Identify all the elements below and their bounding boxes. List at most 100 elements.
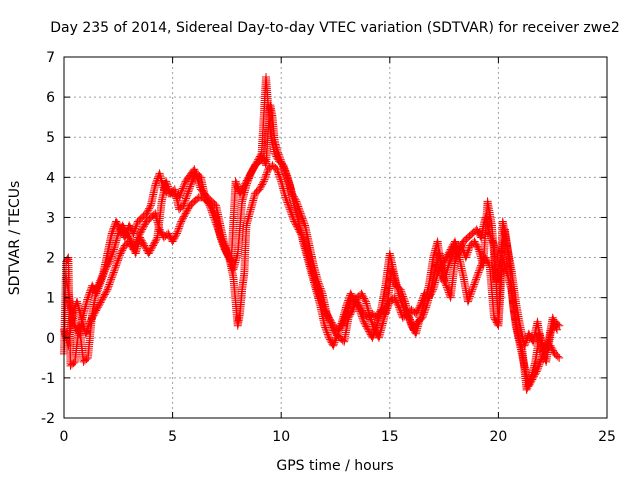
data-point <box>324 333 333 342</box>
data-point <box>406 317 415 326</box>
x-tick-label: 25 <box>598 429 616 445</box>
data-point <box>525 331 534 340</box>
data-point <box>142 209 151 218</box>
data-point <box>180 199 189 208</box>
data-point <box>468 285 477 294</box>
data-point <box>136 233 145 242</box>
data-point <box>348 307 357 316</box>
data-point <box>289 192 298 201</box>
data-point <box>317 286 326 295</box>
data-point <box>237 186 246 195</box>
data-point <box>238 184 247 193</box>
data-point <box>396 306 405 315</box>
data-point <box>535 358 544 367</box>
data-point <box>284 201 293 210</box>
data-point <box>393 300 402 309</box>
data-point <box>91 308 100 317</box>
data-point <box>315 281 324 290</box>
data-point <box>292 222 301 231</box>
data-point <box>248 165 257 174</box>
data-point <box>174 226 183 235</box>
data-point <box>150 238 159 247</box>
data-point <box>100 267 109 276</box>
data-point <box>540 345 549 354</box>
data-point <box>276 175 285 184</box>
data-point <box>151 236 160 245</box>
data-point <box>180 180 189 189</box>
data-point <box>95 300 104 309</box>
data-point <box>190 172 199 181</box>
data-point <box>395 305 404 314</box>
data-point <box>176 219 185 228</box>
data-point <box>86 317 95 326</box>
data-point <box>464 244 473 253</box>
data-point <box>246 170 255 179</box>
data-point <box>361 320 370 329</box>
data-point <box>82 355 91 364</box>
data-point <box>366 313 375 322</box>
data-point <box>262 170 271 179</box>
data-point <box>163 180 172 189</box>
data-point <box>214 227 223 236</box>
data-point <box>315 282 324 291</box>
data-point <box>467 287 476 296</box>
data-point <box>178 184 187 193</box>
data-point <box>344 313 353 322</box>
data-point <box>473 270 482 279</box>
data-point <box>131 222 140 231</box>
data-point <box>207 206 216 215</box>
data-point <box>102 287 111 296</box>
data-point <box>472 240 481 249</box>
data-point <box>162 177 171 186</box>
data-point <box>87 314 96 323</box>
data-point <box>178 186 187 195</box>
data-point <box>329 341 338 350</box>
data-point <box>206 204 215 213</box>
data-point <box>474 268 483 277</box>
data-point <box>314 277 323 286</box>
data-point <box>412 308 421 317</box>
data-point <box>285 205 294 214</box>
data-point <box>314 279 323 288</box>
data-point <box>249 163 258 172</box>
data-point <box>258 178 267 187</box>
data-point <box>95 282 104 291</box>
data-point <box>445 258 454 267</box>
data-point <box>125 234 134 243</box>
data-point <box>283 198 292 207</box>
data-point <box>396 308 405 317</box>
data-point <box>330 338 339 347</box>
data-point <box>449 247 458 256</box>
data-point <box>270 149 279 158</box>
data-point <box>211 218 220 227</box>
data-point <box>119 223 128 232</box>
y-tick-label: 5 <box>46 130 55 146</box>
data-point <box>171 232 180 241</box>
data-point <box>472 275 481 284</box>
data-point <box>106 254 115 263</box>
data-point <box>326 320 335 329</box>
data-point <box>173 227 182 236</box>
data-point <box>143 207 152 216</box>
data-point <box>323 311 332 320</box>
data-point <box>470 278 479 287</box>
data-point <box>144 206 153 215</box>
y-tick-label: 7 <box>46 50 55 66</box>
data-point <box>540 344 549 353</box>
data-point <box>186 182 195 191</box>
data-point <box>97 296 106 305</box>
y-tick-labels: -2 -1 0 1 2 3 4 5 6 7 <box>41 50 55 427</box>
data-point <box>127 237 136 246</box>
data-point <box>553 352 562 361</box>
data-point <box>293 199 302 208</box>
data-point <box>391 296 400 305</box>
data-point <box>177 217 186 226</box>
data-point <box>202 194 211 203</box>
data-point <box>414 304 423 313</box>
data-point <box>473 271 482 280</box>
data-point <box>258 180 267 189</box>
data-point <box>464 246 473 255</box>
data-point <box>463 297 472 306</box>
data-point <box>204 199 213 208</box>
data-point <box>110 265 119 274</box>
